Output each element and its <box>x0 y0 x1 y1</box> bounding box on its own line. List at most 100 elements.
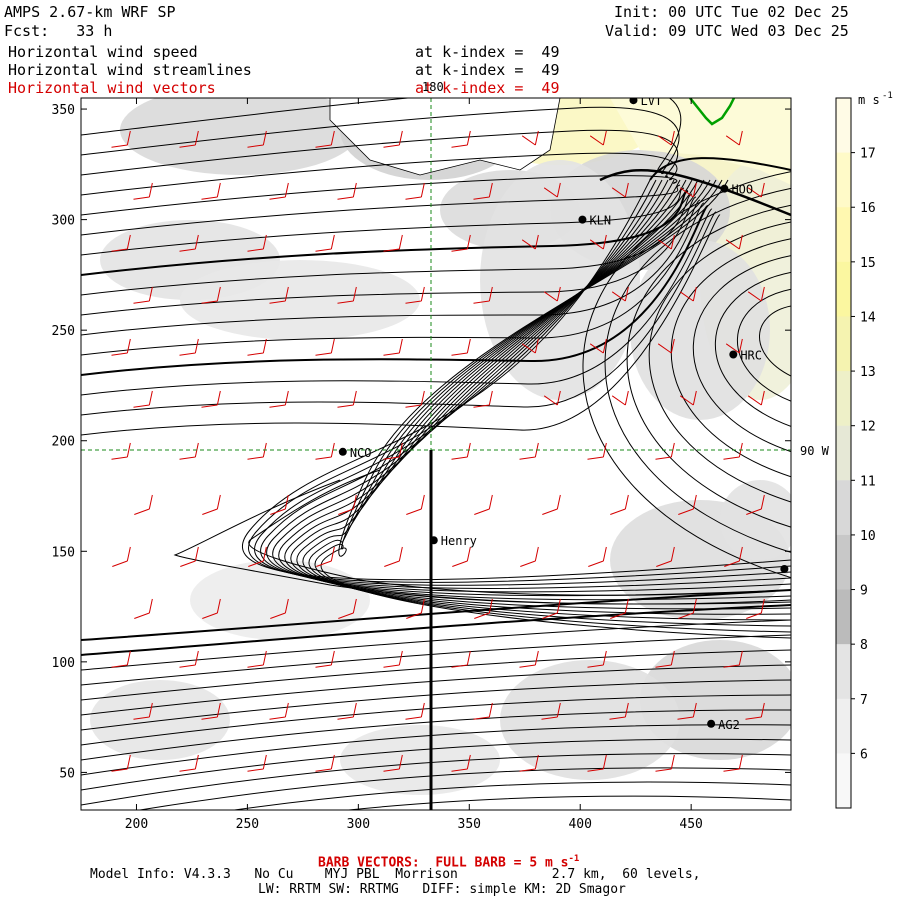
streamline <box>81 199 701 336</box>
colorbar-tick-label: 13 <box>860 365 876 380</box>
streamline <box>81 634 791 686</box>
colorbar-segment <box>836 753 851 809</box>
wind-barb <box>541 702 561 720</box>
wind-barb <box>202 494 221 515</box>
wind-barb <box>723 754 743 772</box>
field-name-3: Horizontal wind vectors <box>8 79 216 97</box>
station-label: HOO <box>731 183 753 197</box>
y-tick-label: 100 <box>52 656 75 671</box>
colorbar-tick-label: 8 <box>860 638 868 653</box>
colorbar-tick-label: 7 <box>860 693 868 708</box>
wind-barb <box>179 338 199 356</box>
wind-barb <box>723 650 743 668</box>
wind-barb <box>725 130 743 146</box>
wind-barb <box>269 390 289 408</box>
wind-barb <box>473 286 493 304</box>
wind-barb <box>269 286 289 304</box>
wind-barb <box>247 650 267 668</box>
wind-barb <box>201 702 221 720</box>
wind-barb <box>111 234 131 252</box>
model-info-line-2: LW: RRTM SW: RRTMG DIFF: simple KM: 2D S… <box>258 882 626 897</box>
station-dot <box>578 215 587 224</box>
wind-barb <box>521 338 539 354</box>
wind-barb <box>588 546 607 567</box>
field-level-3: at k-index = 49 <box>415 79 560 97</box>
wind-barb <box>747 182 765 198</box>
streamline <box>604 187 791 553</box>
streamline <box>81 196 697 316</box>
wind-barb <box>134 598 153 619</box>
x-tick-label: 350 <box>458 817 481 832</box>
streamline <box>81 724 791 776</box>
colorbar-tick-label: 6 <box>860 747 868 762</box>
colorbar-segment <box>836 98 851 154</box>
colorbar-tick-label: 15 <box>860 256 876 271</box>
colorbar-segment <box>836 534 851 591</box>
wind-barb <box>315 650 335 668</box>
wind-barb <box>111 754 131 772</box>
station-label: LVT <box>640 94 662 108</box>
streamline <box>81 152 678 196</box>
wind-barb <box>611 182 629 198</box>
wind-barb <box>383 754 403 772</box>
wind-barb <box>521 234 539 250</box>
wind-barb <box>543 182 561 198</box>
coastline <box>689 98 736 126</box>
streamline <box>254 179 791 586</box>
colorbar-units: m s <box>858 93 880 107</box>
wind-barb <box>133 390 153 408</box>
wind-barb <box>405 182 425 200</box>
wind-barb <box>270 598 289 619</box>
wind-barb <box>269 702 289 720</box>
streamline <box>81 193 693 296</box>
wind-barb <box>657 130 675 146</box>
wind-barb <box>543 390 561 406</box>
wind-barb <box>452 546 471 567</box>
speed-shade <box>630 240 770 420</box>
wind-barb <box>679 182 697 198</box>
streamline <box>260 179 791 589</box>
y-tick-label: 250 <box>52 324 75 339</box>
streamline <box>81 753 791 806</box>
streamline <box>272 179 791 597</box>
wind-barb <box>406 598 425 619</box>
wind-barb <box>677 702 697 720</box>
streamline <box>81 211 717 416</box>
wind-barb <box>543 286 561 302</box>
wind-barb <box>587 650 607 668</box>
streamline <box>81 184 681 236</box>
speed-shade <box>720 480 791 560</box>
barb-legend: BARB VECTORS: FULL BARB = 5 m s-1 <box>318 851 579 871</box>
streamline <box>343 795 791 810</box>
colorbar-tick-label: 11 <box>860 474 876 489</box>
colorbar-tick-label: 12 <box>860 420 876 435</box>
wind-barb <box>542 494 561 515</box>
wind-barb <box>179 130 199 148</box>
wind-barb <box>384 546 403 567</box>
wind-barb <box>747 390 765 406</box>
wind-barb <box>724 546 743 567</box>
wind-barb <box>589 234 607 250</box>
wind-barb <box>746 598 765 619</box>
wind-barb <box>201 286 221 304</box>
wind-barb <box>610 494 629 515</box>
wind-barb <box>519 754 539 772</box>
colorbar-segment <box>836 261 851 317</box>
wind-barb <box>406 494 425 515</box>
streamline <box>248 469 791 596</box>
barb-legend-exponent: -1 <box>568 854 580 864</box>
speed-shade <box>500 660 680 780</box>
station-label: AG2 <box>718 718 740 732</box>
y-tick-label: 200 <box>52 435 75 450</box>
station-dot <box>729 350 738 359</box>
wind-barb <box>201 390 221 408</box>
streamline <box>714 271 791 427</box>
station-label: HRC <box>740 348 762 362</box>
colorbar: 17 16 15 14 13 12 11 10 9 8 7 6 <box>835 97 876 809</box>
field-level-1: at k-index = 49 <box>415 43 560 61</box>
wind-speed-shading <box>90 98 791 795</box>
streamline <box>81 738 791 791</box>
streamline <box>81 604 791 656</box>
station-label: NCO <box>350 446 372 460</box>
